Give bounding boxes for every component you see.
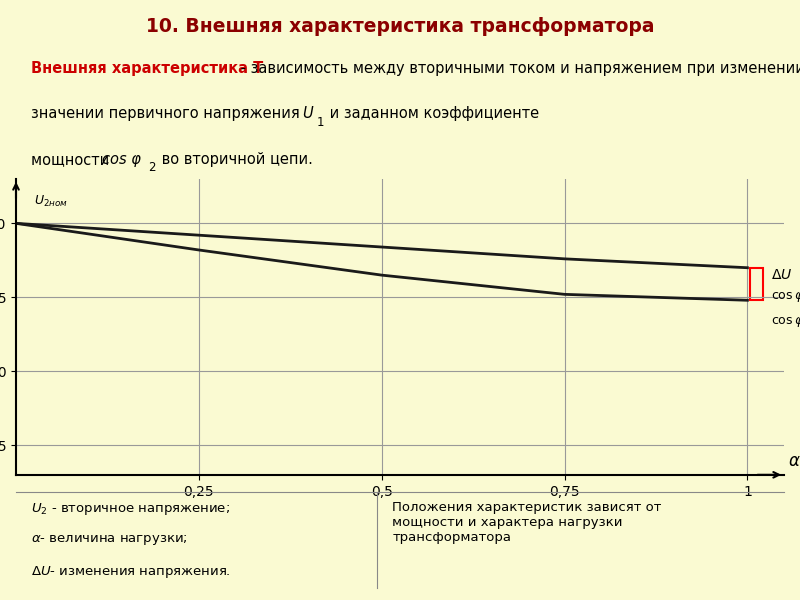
Text: cos φ: cos φ <box>102 152 141 167</box>
Text: Внешняя характеристика Т: Внешняя характеристика Т <box>31 61 264 76</box>
Text: во вторичной цепи.: во вторичной цепи. <box>157 152 313 167</box>
Text: 10. Внешняя характеристика трансформатора: 10. Внешняя характеристика трансформатор… <box>146 17 654 35</box>
Text: $\alpha$: $\alpha$ <box>788 452 800 470</box>
Text: $\Delta U$: $\Delta U$ <box>771 268 792 282</box>
Text: и заданном коэффициенте: и заданном коэффициенте <box>325 106 539 121</box>
Bar <box>750 268 762 300</box>
Text: $\alpha$- величина нагрузки;: $\alpha$- величина нагрузки; <box>31 533 188 547</box>
Text: значении первичного напряжения: значении первичного напряжения <box>31 106 305 121</box>
Text: 1: 1 <box>316 116 324 128</box>
Text: $\cos\varphi_2 = 0{,}8$: $\cos\varphi_2 = 0{,}8$ <box>771 313 800 329</box>
Text: U: U <box>302 106 314 121</box>
Text: Положения характеристик зависят от
мощности и характера нагрузки
трансформатора: Положения характеристик зависят от мощно… <box>392 501 662 544</box>
Text: $\cos\varphi_2 = 1$: $\cos\varphi_2 = 1$ <box>771 288 800 304</box>
Text: $U_{2ном}$: $U_{2ном}$ <box>34 193 68 209</box>
Text: $U_2$ - вторичное напряжение;: $U_2$ - вторичное напряжение; <box>31 501 230 517</box>
Text: 2: 2 <box>148 161 155 175</box>
Text: мощности: мощности <box>31 152 114 167</box>
Text: - зависимость между вторичными током и напряжением при изменении нагрузки, неизм: - зависимость между вторичными током и н… <box>237 61 800 76</box>
Text: $\Delta U$- изменения напряжения.: $\Delta U$- изменения напряжения. <box>31 565 231 580</box>
